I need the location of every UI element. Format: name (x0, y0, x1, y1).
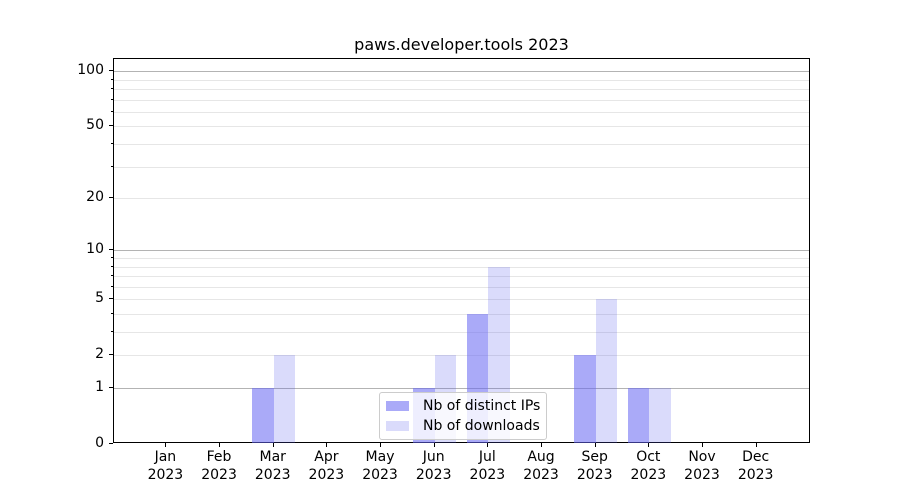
gridline-minor (114, 258, 809, 259)
bar-nb-of-distinct-ips-sep-2023 (574, 355, 596, 443)
x-tick (541, 443, 543, 447)
gridline-minor (114, 276, 809, 278)
x-tick (755, 443, 757, 447)
y-tick (108, 387, 113, 388)
y-minor-tick (110, 143, 113, 145)
y-minor-tick (110, 98, 113, 100)
x-tick (219, 443, 221, 447)
y-minor-tick (110, 78, 113, 80)
bar-nb-of-distinct-ips-oct-2023 (627, 388, 650, 443)
y-tick (108, 70, 113, 72)
y-tick-label: 5 (95, 290, 104, 307)
legend-item: Nb of distinct IPs (386, 398, 546, 414)
gridline-minor (114, 144, 809, 146)
bar-nb-of-downloads-oct-2023 (649, 388, 671, 443)
legend-label: Nb of distinct IPs (423, 398, 541, 414)
chart-title: paws.developer.tools 2023 (354, 35, 569, 54)
y-minor-tick (110, 285, 113, 287)
x-tick (165, 443, 167, 447)
plot-area (113, 58, 810, 443)
x-tick (702, 443, 703, 447)
legend-item: Nb of downloads (386, 418, 546, 434)
x-tick-label: Jul 2023 (469, 449, 506, 483)
x-tick (326, 443, 328, 447)
gridline-minor (114, 198, 809, 200)
gridline-minor (114, 111, 809, 113)
y-tick (108, 298, 113, 300)
x-tick-label: Dec 2023 (737, 449, 774, 483)
y-tick-label: 100 (77, 62, 104, 79)
y-minor-tick (110, 257, 113, 258)
x-tick (380, 443, 382, 447)
x-tick (433, 443, 435, 447)
x-tick (272, 443, 274, 447)
y-minor-tick (110, 110, 113, 112)
gridline-minor (114, 266, 809, 268)
gridline-minor (114, 286, 809, 288)
y-minor-tick (110, 165, 113, 167)
y-tick (108, 125, 113, 127)
x-tick-label: Apr 2023 (308, 449, 345, 483)
gridline-minor (114, 332, 809, 334)
x-tick-label: Jun 2023 (415, 449, 452, 483)
y-tick (108, 197, 113, 199)
y-tick (108, 249, 113, 251)
x-tick-label: Oct 2023 (630, 449, 667, 483)
y-tick (108, 443, 113, 444)
y-tick-label: 1 (95, 379, 104, 395)
x-tick (487, 443, 489, 447)
y-minor-tick (110, 265, 113, 267)
gridline-minor (114, 355, 809, 357)
y-tick-label: 50 (86, 117, 104, 134)
legend: Nb of distinct IPs Nb of downloads (379, 392, 547, 440)
gridline-major (114, 71, 809, 73)
y-minor-tick (110, 275, 113, 277)
x-tick-label: Mar 2023 (254, 449, 291, 483)
y-minor-tick (110, 312, 113, 314)
gridline-minor (114, 89, 809, 91)
gridline-major (114, 250, 809, 252)
gridline-minor (114, 299, 809, 301)
y-tick (108, 354, 113, 356)
legend-swatch (386, 421, 409, 431)
gridline-minor (114, 99, 809, 101)
y-minor-tick (110, 88, 113, 90)
gridline-minor (114, 79, 809, 81)
legend-label: Nb of downloads (423, 418, 540, 434)
y-tick-label: 2 (95, 346, 104, 363)
x-tick-label: Jan 2023 (147, 449, 184, 483)
gridline-minor (114, 313, 809, 315)
y-tick-label: 10 (86, 241, 104, 258)
bar-nb-of-downloads-mar-2023 (273, 355, 296, 443)
x-tick-label: Sep 2023 (576, 449, 613, 483)
x-tick-label: Aug 2023 (523, 449, 559, 483)
x-tick-label: Nov 2023 (684, 449, 720, 483)
bar-nb-of-downloads-sep-2023 (595, 299, 618, 443)
y-tick-label: 20 (86, 189, 104, 206)
gridline-minor (114, 126, 809, 128)
x-tick-label: Feb 2023 (201, 449, 237, 483)
legend-swatch (386, 401, 409, 411)
x-tick-label: May 2023 (362, 449, 398, 483)
gridline-minor (114, 166, 809, 168)
bar-nb-of-distinct-ips-mar-2023 (252, 388, 274, 443)
x-tick (648, 443, 650, 447)
y-minor-tick (110, 331, 113, 333)
y-tick-label: 0 (95, 435, 104, 451)
x-tick (594, 443, 596, 447)
gridline-major (114, 388, 809, 389)
